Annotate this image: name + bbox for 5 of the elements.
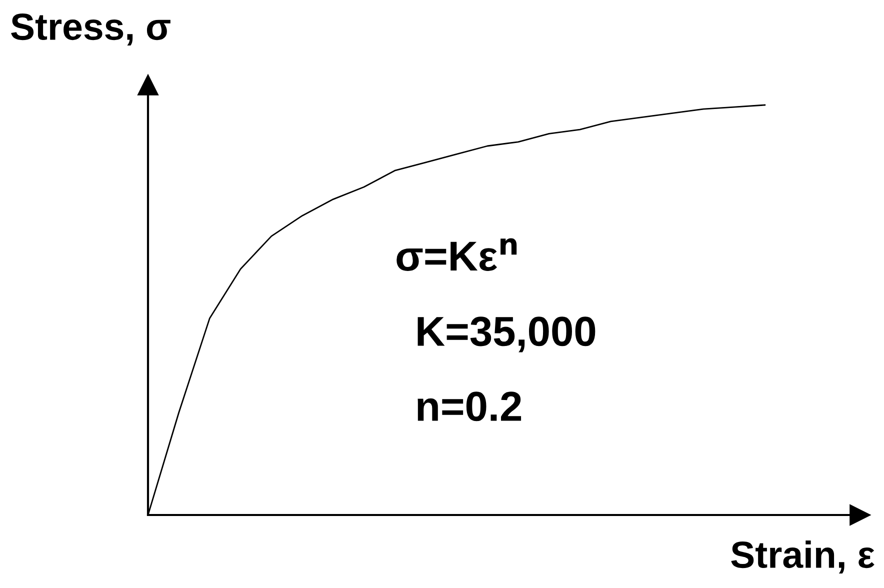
annotation: σ=Kε$^{n}$ bbox=[396, 238, 517, 271]
y-axis-title: Stress, σ bbox=[11, 14, 170, 46]
annotation: n=0.2 bbox=[418, 392, 522, 422]
x-axis-title: Strain, ε bbox=[731, 540, 874, 574]
annotation: K=35,000 bbox=[418, 316, 596, 352]
